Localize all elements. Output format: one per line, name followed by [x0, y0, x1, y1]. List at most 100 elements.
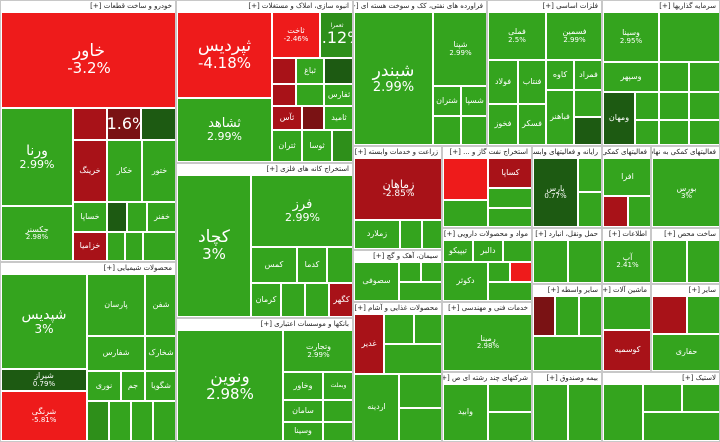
tile-auto-4[interactable]	[107, 202, 127, 232]
tile-atra[interactable]: آپ 2.41%	[603, 240, 650, 283]
tile-tharas[interactable]: ثفارس	[324, 84, 352, 106]
sector-chemicals[interactable]: محصولات شیمیایی [+] شپدیس 3% شیراز 0.79%…	[0, 262, 176, 442]
tile-shafars[interactable]: شفارس	[87, 336, 145, 371]
tile-fd-5[interactable]	[399, 408, 441, 441]
tile-vtoka[interactable]	[659, 12, 719, 62]
tile-comp-2[interactable]	[578, 192, 601, 227]
tile-pars[interactable]: پارس 0.77%	[533, 158, 578, 227]
sector-title[interactable]: فعالیتهای کمکی به نهاده [+]	[652, 147, 719, 158]
tile-kchad[interactable]: کچاد 3%	[177, 175, 251, 317]
tile-im-3[interactable]	[682, 384, 719, 412]
tile-kghel[interactable]: کگهر	[329, 283, 352, 317]
tile-tr-1[interactable]	[533, 240, 568, 283]
tile-jakhenak[interactable]: جکسنر 2.98%	[1, 206, 73, 261]
tile-chem-4[interactable]	[153, 401, 175, 441]
sector-refinery[interactable]: فراورده های نفتی، کک و سوخت هسته ای [+] …	[353, 0, 487, 146]
tile-thnoo[interactable]: ثامید	[324, 106, 352, 130]
tile-ssoufi[interactable]: سصوفی	[354, 262, 399, 301]
sector-title[interactable]: استخراج کانه های فلزی [+]	[177, 164, 352, 175]
tile-ph-2[interactable]	[488, 262, 510, 282]
tile-thpardis[interactable]: ثپردیس -4.18%	[177, 12, 272, 98]
sector-title[interactable]: بیمه وصندوق [+]	[533, 373, 601, 384]
tile-korm[interactable]: کرمان	[251, 283, 281, 317]
tile-ph-3[interactable]	[510, 262, 531, 282]
tile-farm-2[interactable]	[422, 220, 441, 249]
tile-chem-2[interactable]	[109, 401, 131, 441]
sector-bourse[interactable]: فعالیتهای کمکی به نهاده [+] بورس 3%	[651, 146, 720, 228]
tile-inv-4[interactable]	[659, 92, 689, 120]
tile-auto-6[interactable]	[125, 232, 143, 261]
tile-cem-1[interactable]	[399, 262, 421, 282]
tile-mc-2[interactable]	[555, 296, 579, 336]
tile-thvsa[interactable]: ثوسا	[302, 130, 332, 162]
tile-zamahan[interactable]: زماهان -2.85%	[354, 158, 441, 220]
sector-title[interactable]: فلزات اساسی [+]	[488, 1, 601, 12]
sector-tile[interactable]: استخراج کانه های فلزی [+] کچاد 3% فرز 2.…	[176, 163, 353, 318]
tile-dkosar[interactable]: دکوثر	[443, 262, 488, 301]
tile-cust-2[interactable]	[628, 196, 650, 227]
tile-fazar[interactable]: فرز 2.99%	[251, 175, 352, 247]
tile-auto-7[interactable]	[143, 232, 175, 261]
sector-investment[interactable]: سرمایه گذاریها [+] وسینا 2.95% وسپهر ومه…	[602, 0, 720, 146]
sector-title[interactable]: سایر [+]	[652, 285, 719, 296]
tile-ramina[interactable]: رمپنا 2.98%	[443, 314, 531, 371]
tile-im-4[interactable]	[643, 412, 719, 441]
tile-inv-5[interactable]	[689, 92, 719, 120]
tile-tile-1[interactable]	[327, 247, 352, 283]
tile-shadis[interactable]: شپدیس 3%	[1, 274, 87, 369]
tile-re-3[interactable]	[272, 84, 296, 106]
tile-vsaman[interactable]: سامان	[283, 400, 323, 422]
tile-vtejarat[interactable]: وتجارت 2.99%	[283, 330, 352, 372]
tile-auto-5[interactable]	[107, 232, 125, 261]
tile-mu-1[interactable]	[488, 384, 531, 412]
tile-thakht[interactable]: ثاخت -2.46%	[272, 12, 320, 58]
tile-khonour[interactable]: ختور	[142, 140, 175, 202]
tile-om-2[interactable]	[488, 188, 531, 208]
sector-title[interactable]: محصولات غذایی و آشام [+]	[354, 303, 441, 314]
tile-khofar[interactable]: خفنر	[147, 202, 175, 232]
tile-kesapa[interactable]: کساپا	[488, 158, 531, 188]
sector-title[interactable]: حمل ونقل، انبارد [+]	[533, 229, 601, 240]
tile-bank-1[interactable]	[323, 422, 352, 441]
tile-gharadir[interactable]: غدیر	[354, 314, 384, 374]
tile-fd-4[interactable]	[399, 374, 441, 408]
tile-om-3[interactable]	[443, 200, 488, 227]
tile-cem-2[interactable]	[421, 262, 441, 282]
tile-themra[interactable]: ثعمرا 1.12%	[320, 12, 352, 58]
tile-inv-3[interactable]	[635, 92, 659, 120]
tile-hakfa[interactable]: حفاری	[652, 334, 719, 371]
tile-vsina[interactable]: وسینا 2.95%	[603, 12, 659, 62]
tile-thaas[interactable]: ثآس	[272, 106, 302, 130]
tile-wd-1[interactable]	[603, 296, 650, 330]
sector-other-mining[interactable]: استخراج نفت گاز و ... [+] کساپا	[442, 146, 532, 228]
tile-ins-2[interactable]	[568, 384, 601, 441]
sector-machinery[interactable]: سایر واسطه [+]	[532, 284, 602, 372]
tile-shesapa[interactable]: شسپا	[461, 86, 486, 116]
tile-inv-8[interactable]	[689, 120, 719, 145]
tile-chem-3[interactable]	[131, 401, 153, 441]
sector-customs[interactable]: فعالیتهای کمکی به نهاده [+] افرا	[602, 146, 651, 228]
tile-khomehr[interactable]	[127, 202, 147, 232]
tile-ph-4[interactable]	[488, 282, 531, 301]
tile-shtran[interactable]: شتران	[433, 86, 461, 116]
tile-vmahan[interactable]: ومهان	[603, 92, 635, 145]
tile-vsina2[interactable]: وسینا	[283, 422, 323, 441]
tile-sharangi[interactable]: شرنگی -5.81%	[1, 391, 87, 441]
sector-title[interactable]: مواد و محصولات دارویی [+]	[443, 229, 531, 240]
tile-vabid[interactable]: وابید	[443, 384, 488, 441]
sector-title[interactable]: خودرو و ساخت قطعات [+]	[1, 1, 175, 12]
tile-con-2[interactable]	[687, 240, 719, 283]
sector-cement[interactable]: سیمان، آهک و گچ [+] سصوفی	[353, 250, 442, 302]
sector-realestate[interactable]: انبوه سازی، املاک و مستغلات [+] ثپردیس -…	[176, 0, 353, 163]
tile-mc-4[interactable]	[533, 336, 601, 371]
tile-fd-2[interactable]	[414, 314, 441, 344]
tile-fd-1[interactable]	[384, 314, 414, 344]
tile-vpars[interactable]	[323, 400, 352, 422]
tile-cem-3[interactable]	[399, 282, 441, 301]
sector-title[interactable]: زراعت و خدمات وابسته [+]	[354, 147, 441, 158]
tile-fameli[interactable]: فملی 2.5%	[488, 12, 546, 60]
sector-title[interactable]: اطلاعات [+]	[603, 229, 650, 240]
tile-vbmellat[interactable]: وبملت	[323, 372, 352, 400]
tile-mc-1[interactable]	[533, 296, 555, 336]
tile-varna[interactable]: ورنا 2.99%	[1, 108, 73, 206]
